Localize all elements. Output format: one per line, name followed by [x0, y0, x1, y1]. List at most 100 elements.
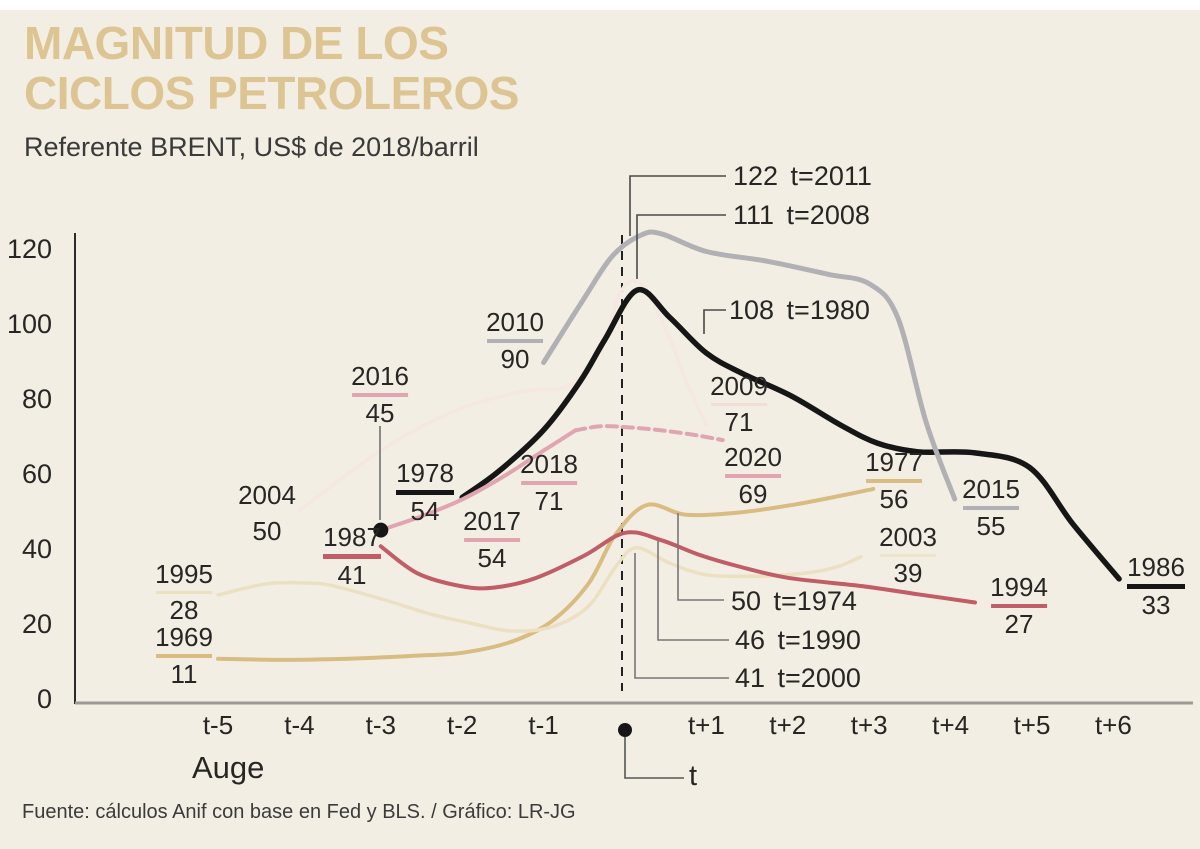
annotation-underline: [323, 554, 381, 559]
t-peak-connector: [624, 737, 684, 779]
peak-callout-1974: 50 t=1974: [731, 586, 857, 616]
annotation-value: 27: [1004, 609, 1034, 639]
annotation-underline: [156, 654, 212, 658]
annotation-year: 1969: [155, 622, 213, 652]
annotation-2009: 2009 71: [710, 373, 768, 435]
y-tick-80: 80: [21, 384, 52, 414]
y-tick-120: 120: [6, 234, 52, 264]
annotation-underline: [991, 604, 1047, 608]
series-ciclo-2016-proyeccion: [573, 424, 725, 443]
annotation-year: 2009: [710, 371, 768, 401]
x-tick-t+6: t+6: [1094, 710, 1132, 740]
annotation-year: 1987: [323, 522, 381, 552]
annotation-underline: [521, 481, 577, 485]
annotation-underline: [880, 554, 936, 557]
x-tick-t-4: t-4: [284, 710, 315, 740]
annotation-underline: [352, 393, 408, 397]
annotation-underline: [464, 538, 520, 542]
annotation-value: 71: [724, 407, 754, 437]
annotation-1994: 1994 27: [990, 574, 1048, 637]
annotation-year: 1986: [1127, 552, 1185, 582]
annotation-underline: [487, 339, 543, 343]
callout-line-2: [703, 309, 726, 334]
x-tick-t-5: t-5: [202, 710, 234, 740]
peak-callout-2011: 122 t=2011: [733, 161, 872, 191]
annotation-value: 33: [1141, 590, 1171, 620]
annotation-underline: [396, 490, 454, 495]
annotation-year: 2003: [879, 522, 937, 552]
annotation-value: 45: [365, 398, 395, 428]
annotation-value: 69: [738, 479, 768, 509]
series-ciclo-2016-solido: [378, 428, 578, 533]
annotation-year: 2020: [724, 442, 782, 472]
annotation-1978: 1978 54: [396, 460, 454, 524]
x-tick-t-2: t-2: [447, 710, 478, 740]
chart-title-line2: CICLOS PETROLEROS: [24, 67, 519, 119]
annotation-value: 56: [879, 484, 909, 514]
annotation-value: 55: [976, 511, 1006, 541]
annotation-underline: [963, 506, 1019, 510]
chart-title: MAGNITUD DE LOS CICLOS PETROLEROS: [24, 18, 519, 118]
chart-title-line1: MAGNITUD DE LOS: [24, 17, 449, 69]
annotation-underline: [156, 591, 212, 594]
x-tick-t+5: t+5: [1013, 710, 1051, 740]
annotation-2017: 2017 54: [463, 508, 521, 571]
annotation-2015: 2015 55: [962, 476, 1020, 539]
annotation-value: 41: [337, 560, 367, 590]
peak-callout-2008: 111 t=2008: [733, 200, 870, 230]
x-tick-t+3: t+3: [850, 710, 888, 740]
annotation-value: 54: [477, 543, 507, 573]
chart-subtitle: Referente BRENT, US$ de 2018/barril: [24, 132, 479, 162]
callout-line-0: [629, 175, 726, 236]
x-tick-t+4: t+4: [932, 710, 970, 740]
annotation-year: 2017: [463, 506, 521, 536]
annotation-value: 39: [893, 558, 923, 588]
annotation-value: 50: [252, 516, 282, 546]
annotation-2016: 2016 45: [351, 363, 409, 426]
annotation-2004: 2004 50: [238, 482, 296, 544]
y-tick-40: 40: [21, 534, 52, 564]
t-peak-dot: [618, 723, 632, 737]
x-tick-t-3: t-3: [365, 710, 396, 740]
y-tick-60: 60: [21, 459, 52, 489]
t-peak-label: t: [689, 760, 698, 792]
source-credit: Fuente: cálculos Anif con base en Fed y …: [22, 801, 576, 823]
top-white-strip: [0, 0, 1200, 10]
annotation-value: 90: [500, 344, 530, 374]
series-ciclo-1980: [459, 287, 1122, 582]
annotation-year: 2004: [238, 480, 296, 510]
annotation-year: 2016: [351, 361, 409, 391]
annotation-year: 2010: [486, 307, 544, 337]
annotation-year: 2015: [962, 474, 1020, 504]
annotation-2010: 2010 90: [486, 309, 544, 372]
annotation-1986: 1986 33: [1127, 554, 1185, 618]
annotation-2018: 2018 71: [520, 451, 578, 514]
peak-callout-1980: 108 t=1980: [729, 295, 870, 325]
callout-line-1: [636, 214, 726, 279]
series-start-dot-ciclo-2016-solido: [373, 522, 389, 538]
series-ciclo-1974: [216, 486, 876, 662]
annotation-2020: 2020 69: [724, 444, 782, 507]
callout-line-4: [657, 541, 729, 641]
annotation-underline: [866, 479, 922, 483]
annotation-underline: [725, 474, 781, 478]
annotation-value: 11: [170, 659, 198, 689]
annotation-value: 71: [534, 486, 564, 516]
peak-callout-1990: 46 t=1990: [735, 625, 861, 655]
x-tick-t+2: t+2: [769, 710, 807, 740]
annotation-1987: 1987 41: [323, 524, 381, 588]
y-tick-20: 20: [21, 609, 52, 639]
annotation-year: 1978: [396, 458, 454, 488]
x-tick-t+1: t+1: [687, 710, 725, 740]
annotation-year: 1995: [155, 559, 213, 589]
annotation-year: 1994: [990, 572, 1048, 602]
x-tick-t-1: t-1: [528, 710, 559, 740]
annotation-value: 28: [169, 595, 199, 625]
annotation-1969: 1969 11: [155, 624, 213, 687]
callout-line-5: [634, 553, 729, 679]
annotation-underline: [711, 403, 767, 406]
annotation-1977: 1977 56: [865, 449, 923, 512]
y-tick-100: 100: [6, 309, 52, 339]
